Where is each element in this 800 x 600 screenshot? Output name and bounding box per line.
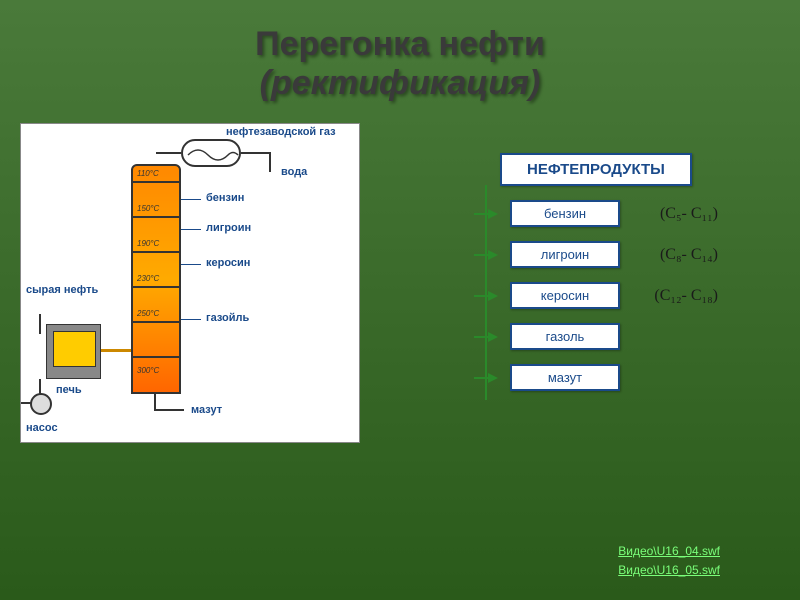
pipe <box>241 152 271 154</box>
tray <box>133 181 179 183</box>
pump-icon <box>26 389 56 419</box>
arrow-icon <box>488 209 498 219</box>
products-flowchart: НЕФТЕПРОДУКТЫ бензин (C₅- C₁₁) лигроин (… <box>410 153 770 443</box>
furnace-fire <box>53 331 96 367</box>
pipe <box>39 379 41 394</box>
video-link-1[interactable]: Видео\U16_04.swf <box>618 542 720 561</box>
output-line <box>181 264 201 265</box>
temp-label: 250°C <box>137 309 159 318</box>
gas-label: нефтезаводской газ <box>226 126 336 138</box>
tray <box>133 216 179 218</box>
flow-item-label: газоль <box>546 329 585 344</box>
arrow-icon <box>488 291 498 301</box>
arrow-icon <box>488 373 498 383</box>
formula: (C₁₂- C₁₈) <box>654 287 718 305</box>
output-ligroin: лигроин <box>206 222 251 234</box>
tray <box>133 321 179 323</box>
flow-header: НЕФТЕПРОДУКТЫ <box>500 153 692 186</box>
water-label: вода <box>281 166 307 178</box>
flow-kerosin: керосин (C₁₂- C₁₈) <box>510 282 620 309</box>
pipe <box>154 409 184 411</box>
arrow-icon <box>488 250 498 260</box>
temp-label: 230°C <box>137 274 159 283</box>
video-links: Видео\U16_04.swf Видео\U16_05.swf <box>618 542 720 580</box>
distillation-diagram: нефтезаводской газ вода 110°C 150°C 190°… <box>20 123 360 443</box>
temp-label: 300°C <box>137 366 159 375</box>
output-kerosin: керосин <box>206 257 250 269</box>
tray <box>133 286 179 288</box>
slide-title: Перегонка нефти (ректификация) <box>0 0 800 103</box>
title-line1: Перегонка нефти <box>0 25 800 64</box>
tray <box>133 356 179 358</box>
mazut-label: мазут <box>191 404 222 416</box>
temp-label: 150°C <box>137 204 159 213</box>
flow-ligroin: лигроин (C₈- C₁₄) <box>510 241 620 268</box>
temp-label: 190°C <box>137 239 159 248</box>
flow-item-label: мазут <box>548 370 582 385</box>
formula: (C₅- C₁₁) <box>660 205 718 223</box>
pipe <box>21 402 31 404</box>
temp-label: 110°C <box>137 169 159 178</box>
pipe <box>101 349 131 352</box>
output-line <box>181 229 201 230</box>
output-benzin: бензин <box>206 192 244 204</box>
output-line <box>181 199 201 200</box>
video-link-2[interactable]: Видео\U16_05.swf <box>618 561 720 580</box>
furnace-label: печь <box>56 384 82 396</box>
output-line <box>181 319 201 320</box>
flow-item-label: бензин <box>544 206 586 221</box>
flow-item-label: лигроин <box>541 247 590 262</box>
crude-label: сырая нефть <box>26 284 98 296</box>
pipe <box>269 152 271 172</box>
condenser-icon <box>181 139 241 167</box>
flow-benzin: бензин (C₅- C₁₁) <box>510 200 620 227</box>
tray <box>133 251 179 253</box>
furnace-icon <box>46 324 101 379</box>
output-gazoil: газойль <box>206 312 249 324</box>
pump-label: насос <box>26 422 58 434</box>
flow-gazol: газоль <box>510 323 620 350</box>
arrow-icon <box>488 332 498 342</box>
flow-item-label: керосин <box>541 288 589 303</box>
distillation-column: 110°C 150°C 190°C 230°C 250°C 300°C <box>131 164 181 394</box>
pipe <box>39 314 41 334</box>
pipe <box>154 394 156 409</box>
formula: (C₈- C₁₄) <box>660 246 718 264</box>
flow-mazut: мазут <box>510 364 620 391</box>
content-area: нефтезаводской газ вода 110°C 150°C 190°… <box>0 123 800 443</box>
pipe <box>156 152 181 154</box>
title-line2: (ректификация) <box>0 64 800 103</box>
flow-vline <box>485 185 487 400</box>
